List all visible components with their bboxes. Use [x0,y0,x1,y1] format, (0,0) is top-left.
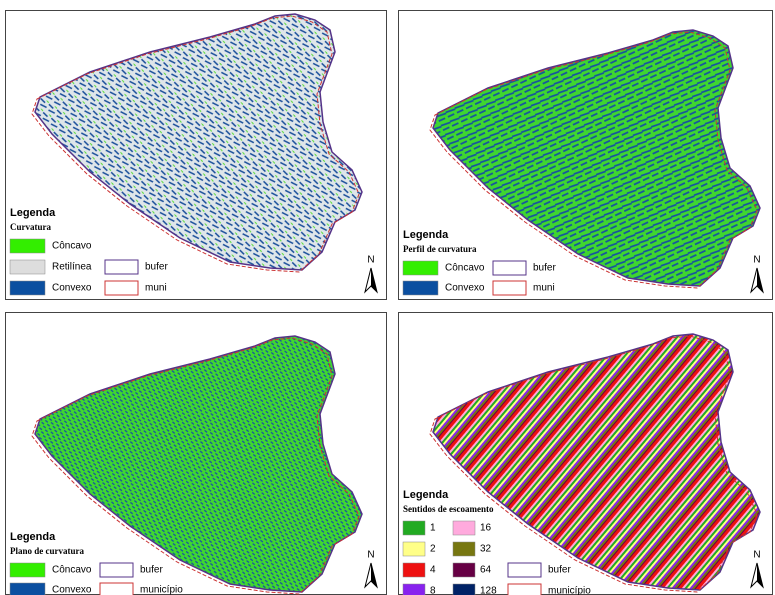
north-label: N [753,550,760,561]
legend-label: muni [145,283,167,294]
legend-swatch [403,521,425,535]
legend-label: Convexo [52,283,92,294]
legend-swatch [10,239,45,253]
legend-swatch [403,542,425,556]
legend-title: Legenda [10,531,56,543]
legend-title: Legenda [10,207,56,219]
legend-label: muni [533,283,555,294]
legend-label: 8 [430,586,436,595]
legend-boundary [105,281,138,295]
legend-boundary [105,260,138,274]
legend-label: Convexo [445,283,485,294]
legend-boundary [508,563,541,577]
legend-swatch [10,583,45,595]
legend-label: Côncavo [52,565,92,576]
legend-label: Côncavo [445,263,485,274]
map-panel: Legenda Sentidos de escoamento 1 2 4 8 16 32 64 1… [399,313,773,595]
legend-swatch [453,563,475,577]
legend-swatch [10,260,45,274]
legend-swatch [10,563,45,577]
legend-swatch [403,584,425,595]
legend-title: Legenda [403,489,449,501]
map-panel: Legenda Plano de curvatura Côncavo Convexo b… [6,313,387,595]
north-label: N [367,255,374,266]
legend-label: bufer [145,262,168,273]
north-label: N [367,550,374,561]
legend-boundary [100,583,133,595]
map-panel: Legenda Perfil de curvatura Côncavo Convexo… [399,11,773,300]
legend-label: Côncavo [52,241,92,252]
legend-swatch [453,542,475,556]
legend-label: 16 [480,523,492,534]
figure: LegendaCurvaturaCôncavoRetilíneaConvexob… [0,0,775,595]
legend-swatch [403,563,425,577]
legend-subtitle: Sentidos de escoamento [403,504,494,514]
legend-boundary [508,584,541,595]
legend-boundary [493,281,526,295]
legend-label: bufer [533,263,556,274]
page: {"panels": [ {"legend_title": "Legenda",… [0,0,775,595]
legend-label: bufer [140,565,163,576]
legend-label: município [140,585,183,595]
legend-label: 1 [430,523,436,534]
legend-title: Legenda [403,229,449,241]
north-label: N [753,255,760,266]
legend-swatch [403,281,438,295]
legend-swatch [10,281,45,295]
legend-label: município [548,586,591,595]
legend-label: bufer [548,565,571,576]
legend-subtitle: Curvatura [10,222,51,232]
legend-label: 4 [430,565,436,576]
legend-boundary [493,261,526,275]
legend-label: 32 [480,544,492,555]
legend-label: 128 [480,586,497,595]
legend-boundary [100,563,133,577]
legend-label: Retilínea [52,262,92,273]
legend-swatch [403,261,438,275]
legend-swatch [453,584,475,595]
legend-swatch [453,521,475,535]
legend-subtitle: Plano de curvatura [10,546,84,556]
legend-label: Convexo [52,585,92,595]
legend-label: 2 [430,544,436,555]
legend-label: 64 [480,565,492,576]
legend-subtitle: Perfil de curvatura [403,244,477,254]
